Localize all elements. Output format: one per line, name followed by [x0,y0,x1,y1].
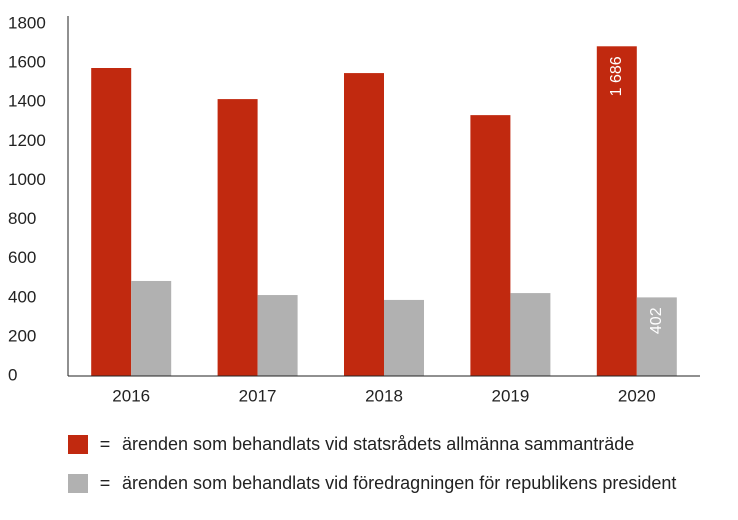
value-label: 402 [648,307,665,334]
bar [257,295,298,376]
bar [384,299,424,376]
x-tick-label: 2018 [365,386,403,405]
legend-separator: = [99,434,111,454]
x-tick-label: 2017 [239,386,277,405]
y-tick-label: 1200 [8,131,46,150]
x-tick-label: 2016 [112,386,150,405]
bar [596,46,637,376]
legend-label: ärenden som behandlats vid föredragninge… [122,473,677,493]
y-tick-label: 200 [8,326,36,345]
bar [344,73,384,376]
y-tick-label: 400 [8,287,36,306]
chart-plot: 0 200 400 600 800 1000 1200 1400 1600 1800 2016 201… [8,13,700,405]
y-tick-label: 0 [8,365,17,384]
legend-swatch [68,435,88,454]
bar [470,115,511,376]
x-tick-label: 2019 [491,386,529,405]
legend-label: ärenden som behandlats vid statsrådets a… [122,434,635,454]
y-tick-label: 1800 [8,13,46,32]
y-tick-label: 800 [8,209,36,228]
bar [636,297,677,376]
bar [131,280,172,376]
bar [91,68,132,376]
y-tick-label: 1000 [8,170,46,189]
legend-item: = ärenden som behandlats vid föredragning… [68,471,712,496]
legend-item: = ärenden som behandlats vid statsrådets … [68,432,738,457]
value-label: 1 686 [608,56,625,96]
y-tick-label: 1400 [8,92,46,111]
y-tick-label: 1600 [8,53,46,72]
x-tick-label: 2020 [618,386,656,405]
legend-swatch [68,474,88,493]
bar [510,293,551,376]
bar [217,99,258,377]
y-tick-label: 600 [8,248,36,267]
legend-separator: = [99,473,111,493]
